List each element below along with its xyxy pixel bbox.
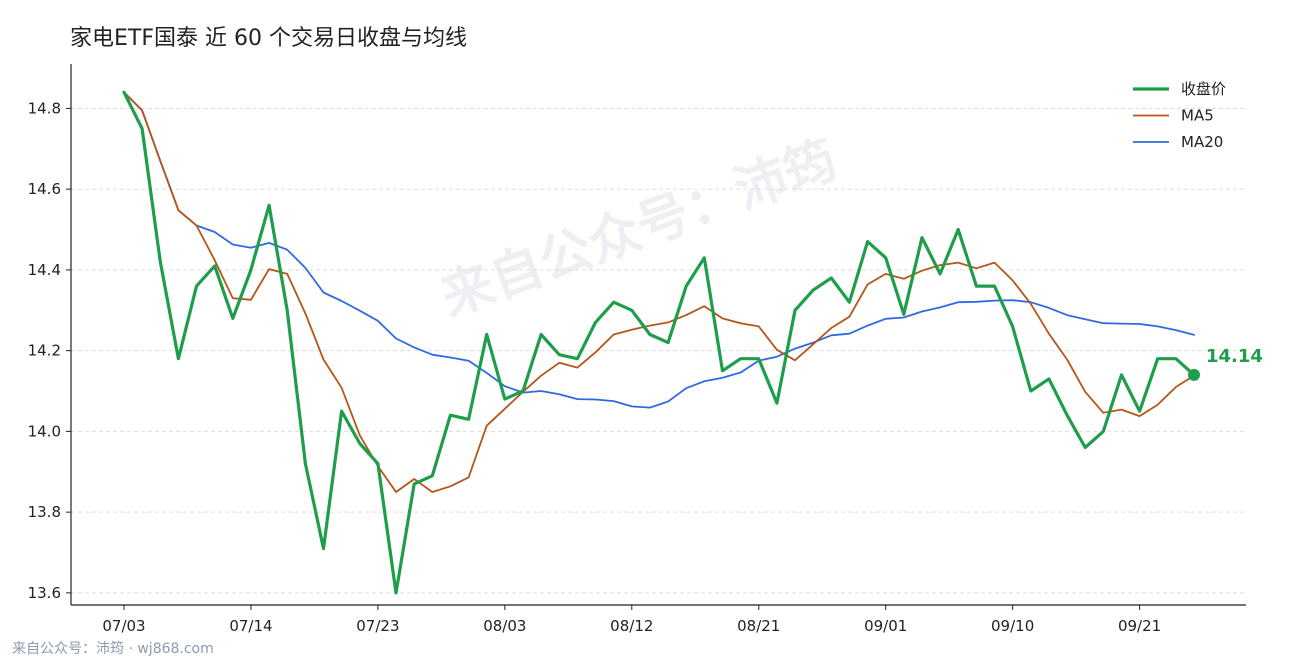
x-tick-label: 07/03 xyxy=(102,617,145,635)
series-line-close xyxy=(122,90,1196,595)
x-tick-label: 07/14 xyxy=(229,617,272,635)
y-tick-label: 14.6 xyxy=(28,180,61,198)
footer-credit: 来自公众号：沛筠 · wj868.com xyxy=(12,641,214,657)
x-tick-label: 09/10 xyxy=(991,617,1034,635)
legend-label: MA5 xyxy=(1181,107,1214,125)
x-tick-label: 08/21 xyxy=(737,617,780,635)
series-line-ma20 xyxy=(123,91,1195,409)
last-point: 14.14 xyxy=(1188,346,1263,381)
legend-label: MA20 xyxy=(1181,133,1223,151)
x-tick-label: 09/01 xyxy=(864,617,907,635)
watermark-text: 来自公众号：沛筠 xyxy=(433,130,844,329)
x-tick-label: 08/03 xyxy=(483,617,526,635)
x-tick-label: 07/23 xyxy=(356,617,399,635)
y-tick-label: 14.4 xyxy=(28,261,61,279)
legend: 收盘价 MA5 MA20 xyxy=(1133,80,1226,151)
series-line-ma5 xyxy=(123,91,1195,493)
last-value-label: 14.14 xyxy=(1206,346,1263,367)
series-lines xyxy=(122,90,1196,595)
y-tick-label: 13.8 xyxy=(28,503,61,521)
y-tick-label: 14.2 xyxy=(28,342,61,360)
chart-title: 家电ETF国泰 近 60 个交易日收盘与均线 xyxy=(70,26,467,51)
legend-label: 收盘价 xyxy=(1181,80,1226,98)
y-ticks: 13.6 13.8 14.0 14.2 14.4 14.6 14.8 xyxy=(28,99,71,602)
y-tick-label: 13.6 xyxy=(28,584,61,602)
x-tick-label: 09/21 xyxy=(1118,617,1161,635)
x-ticks: 07/03 07/14 07/23 08/03 08/12 08/21 09/01 09/10… xyxy=(102,605,1161,635)
axes xyxy=(70,64,1246,606)
y-tick-label: 14.8 xyxy=(28,99,61,117)
grid-lines xyxy=(71,107,1246,594)
last-point-marker xyxy=(1188,368,1200,381)
y-tick-label: 14.0 xyxy=(28,422,61,440)
x-tick-label: 08/12 xyxy=(610,617,653,635)
